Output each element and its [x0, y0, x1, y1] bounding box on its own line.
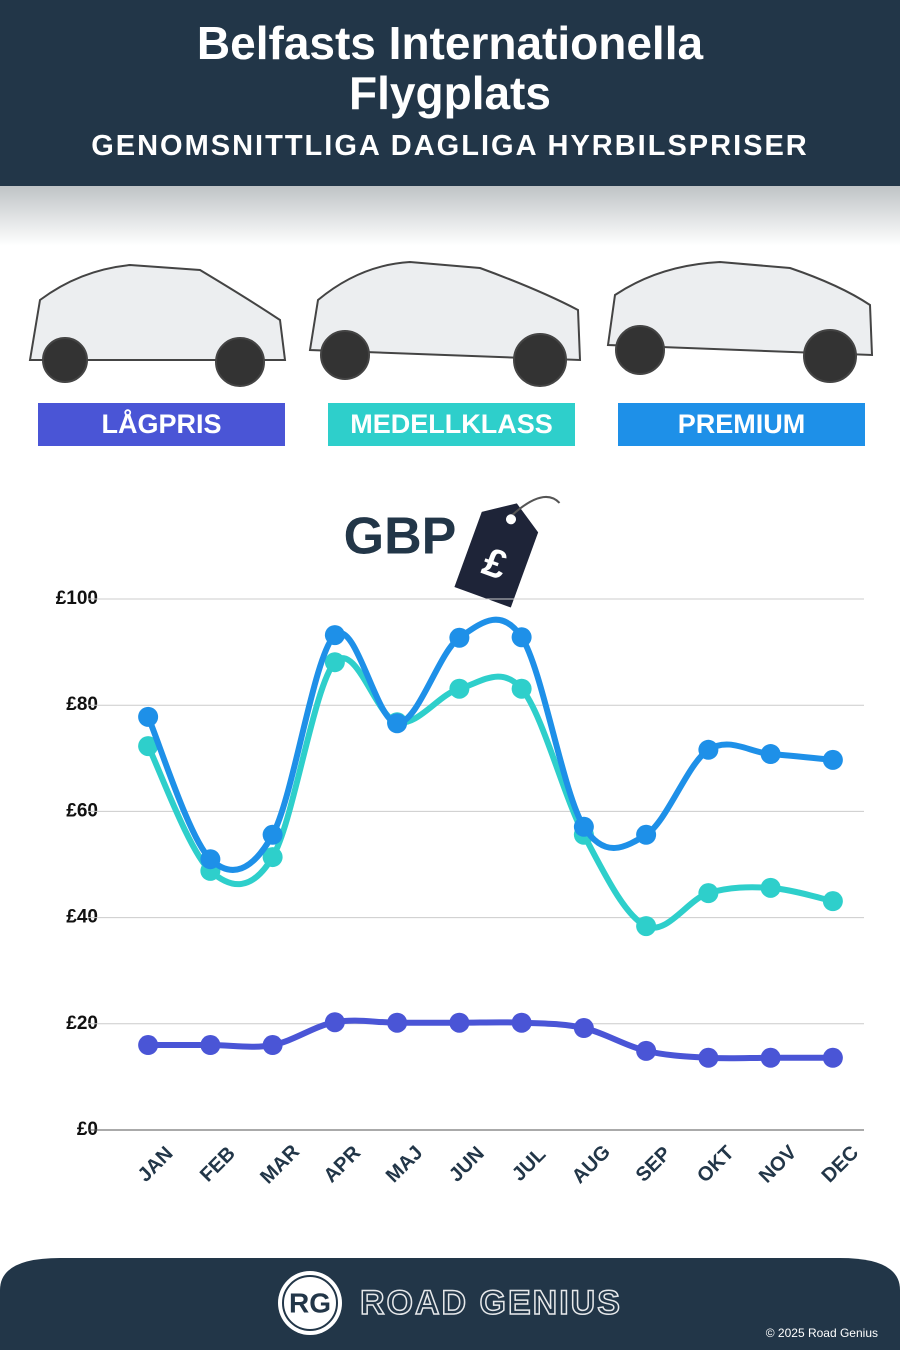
header: Belfasts Internationella Flygplats GENOM…	[0, 0, 900, 186]
data-point	[449, 1012, 470, 1033]
logo-text: RG	[289, 1287, 331, 1318]
x-tick-label: DEC	[818, 1142, 863, 1187]
x-tick-label: SEP	[632, 1143, 676, 1187]
logo-circle	[278, 1271, 342, 1335]
x-tick-label: JUN	[445, 1143, 489, 1187]
header-shadow	[0, 186, 900, 246]
y-tick-label: £40	[66, 907, 98, 928]
data-point	[760, 744, 781, 765]
data-point	[822, 749, 843, 770]
car-icons	[28, 260, 874, 387]
footer-band	[0, 1258, 900, 1350]
brand: ROAD GENIUS	[360, 1284, 622, 1322]
x-tick-label: MAR	[256, 1140, 304, 1188]
title: Belfasts Internationella Flygplats	[196, 17, 704, 119]
data-point	[822, 1047, 843, 1068]
data-point	[573, 1018, 594, 1039]
data-point	[138, 736, 159, 757]
x-tick-label: APR	[320, 1141, 366, 1187]
data-point	[511, 678, 532, 699]
legend-item: MEDELLKLASS	[328, 403, 575, 446]
y-tick-label: £100	[56, 588, 98, 609]
x-tick-label: MAJ	[382, 1142, 427, 1187]
series-line	[148, 1017, 833, 1062]
data-point	[324, 625, 345, 646]
y-tick-label: £0	[77, 1119, 98, 1140]
data-point	[760, 1047, 781, 1068]
data-point	[760, 877, 781, 898]
y-tick-label: £20	[66, 1013, 98, 1034]
data-point	[200, 849, 221, 870]
y-tick-label: £80	[66, 694, 98, 715]
data-point	[200, 1035, 221, 1056]
data-point	[138, 1035, 159, 1056]
data-point	[449, 627, 470, 648]
data-point	[511, 1012, 532, 1033]
currency-label: GBP	[344, 508, 457, 566]
subtitle: GENOMSNITTLIGA DAGLIGA HYRBILSPRISER	[91, 130, 809, 162]
data-point	[262, 1035, 283, 1056]
legend-item: LÅGPRIS	[38, 403, 285, 446]
x-tick-label: FEB	[196, 1143, 240, 1187]
legend-item: PREMIUM	[618, 403, 865, 446]
data-point	[636, 1040, 657, 1061]
data-point	[636, 824, 657, 845]
logo-ring	[282, 1275, 338, 1331]
data-point	[324, 1012, 345, 1033]
x-tick-label: JUL	[508, 1143, 550, 1185]
data-point	[387, 1012, 408, 1033]
data-point	[262, 824, 283, 845]
series-line	[145, 616, 834, 873]
data-point	[262, 847, 283, 868]
x-tick-label: JAN	[134, 1143, 178, 1187]
series-line	[145, 655, 834, 931]
data-point	[698, 739, 719, 760]
x-tick-label: NOV	[755, 1141, 802, 1188]
data-point	[822, 891, 843, 912]
data-point	[698, 883, 719, 904]
x-tick-label: OKT	[693, 1142, 738, 1187]
y-tick-label: £60	[66, 800, 98, 821]
data-point	[636, 916, 657, 937]
data-point	[698, 1047, 719, 1068]
data-point	[324, 652, 345, 673]
data-point	[138, 706, 159, 727]
x-tick-label: AUG	[568, 1141, 615, 1188]
copyright: © 2025 Road Genius	[766, 1326, 878, 1340]
price-tag: £	[454, 495, 561, 608]
data-point	[573, 816, 594, 837]
data-point	[511, 627, 532, 648]
data-point	[449, 678, 470, 699]
data-point	[387, 713, 408, 734]
